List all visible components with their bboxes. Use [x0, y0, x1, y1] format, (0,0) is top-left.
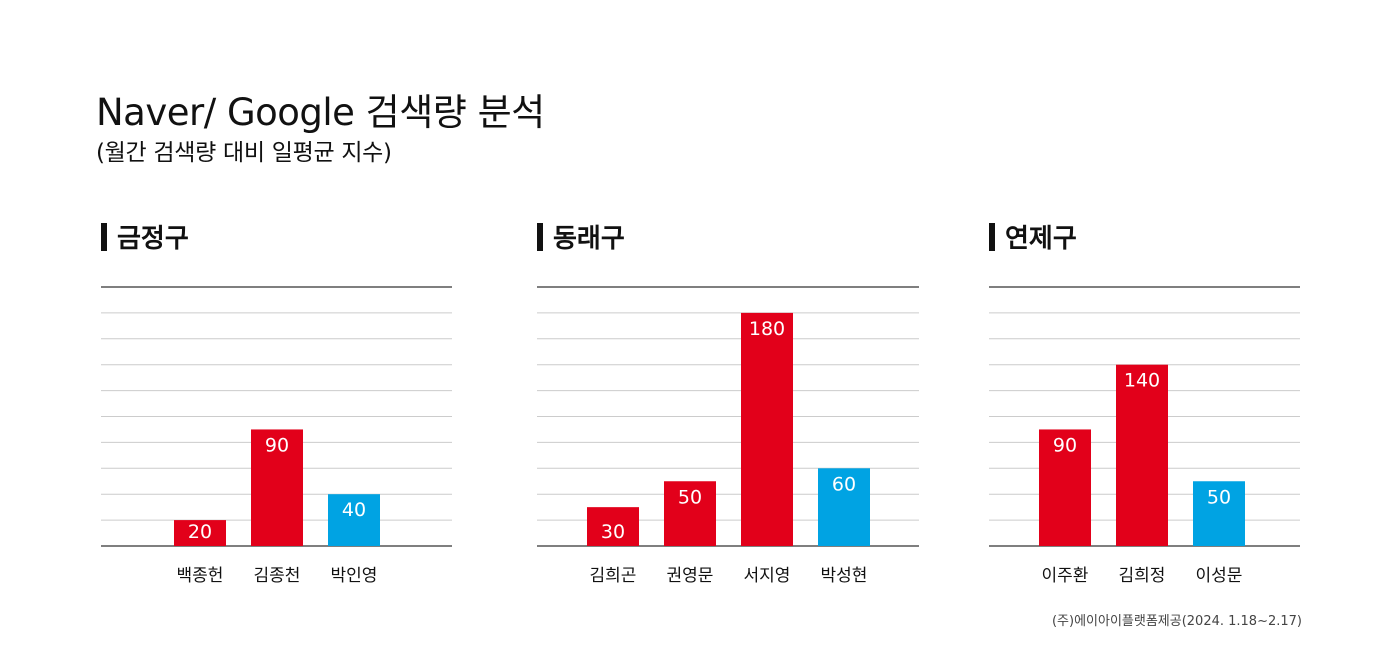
category-label: 서지영 — [744, 566, 791, 586]
bar-서지영 — [741, 312, 793, 546]
bar-이성문 — [1193, 481, 1245, 546]
bar-김희정 — [1116, 364, 1168, 546]
data-label: 50 — [1207, 486, 1231, 508]
category-label: 백종헌 — [177, 566, 224, 586]
data-label: 20 — [188, 521, 212, 543]
panel-title-marker — [101, 222, 107, 251]
data-label: 30 — [601, 521, 625, 543]
category-label: 김희곤 — [590, 566, 637, 586]
data-label: 50 — [678, 486, 702, 508]
data-label: 90 — [1053, 434, 1077, 456]
bar-박인영 — [328, 494, 380, 546]
category-label: 김종천 — [254, 566, 301, 586]
panel-title-text: 동래구 — [553, 224, 625, 254]
chart-subtitle: (월간 검색량 대비 일평균 지수) — [96, 140, 392, 166]
bar-박성현 — [818, 468, 870, 546]
chart-title: Naver/ Google 검색량 분석 — [96, 91, 545, 134]
panel-title-0: 금정구 — [101, 218, 189, 255]
bar-김종천 — [251, 429, 303, 546]
panel-title-1: 동래구 — [537, 218, 625, 255]
bar-이주환 — [1039, 429, 1091, 546]
panel-title-marker — [537, 222, 543, 251]
panel-title-marker — [989, 222, 995, 251]
data-label: 140 — [1124, 370, 1160, 392]
bar-김희곤 — [587, 507, 639, 546]
panel-title-2: 연제구 — [989, 218, 1077, 255]
source-note: (주)에이아이플랫폼제공(2024. 1.18~2.17) — [1051, 614, 1302, 629]
category-label: 권영문 — [667, 566, 714, 586]
category-label: 이성문 — [1196, 566, 1243, 586]
data-label: 40 — [342, 499, 366, 521]
data-label: 180 — [749, 318, 785, 340]
bar-백종헌 — [174, 520, 226, 546]
category-label: 박인영 — [331, 566, 378, 586]
category-label: 박성현 — [821, 566, 868, 586]
bar-권영문 — [664, 481, 716, 546]
panel-title-text: 금정구 — [117, 224, 189, 254]
category-label: 김희정 — [1119, 566, 1166, 586]
data-label: 90 — [265, 434, 289, 456]
category-label: 이주환 — [1042, 566, 1089, 586]
data-label: 60 — [832, 473, 856, 495]
panel-title-text: 연제구 — [1005, 224, 1077, 254]
